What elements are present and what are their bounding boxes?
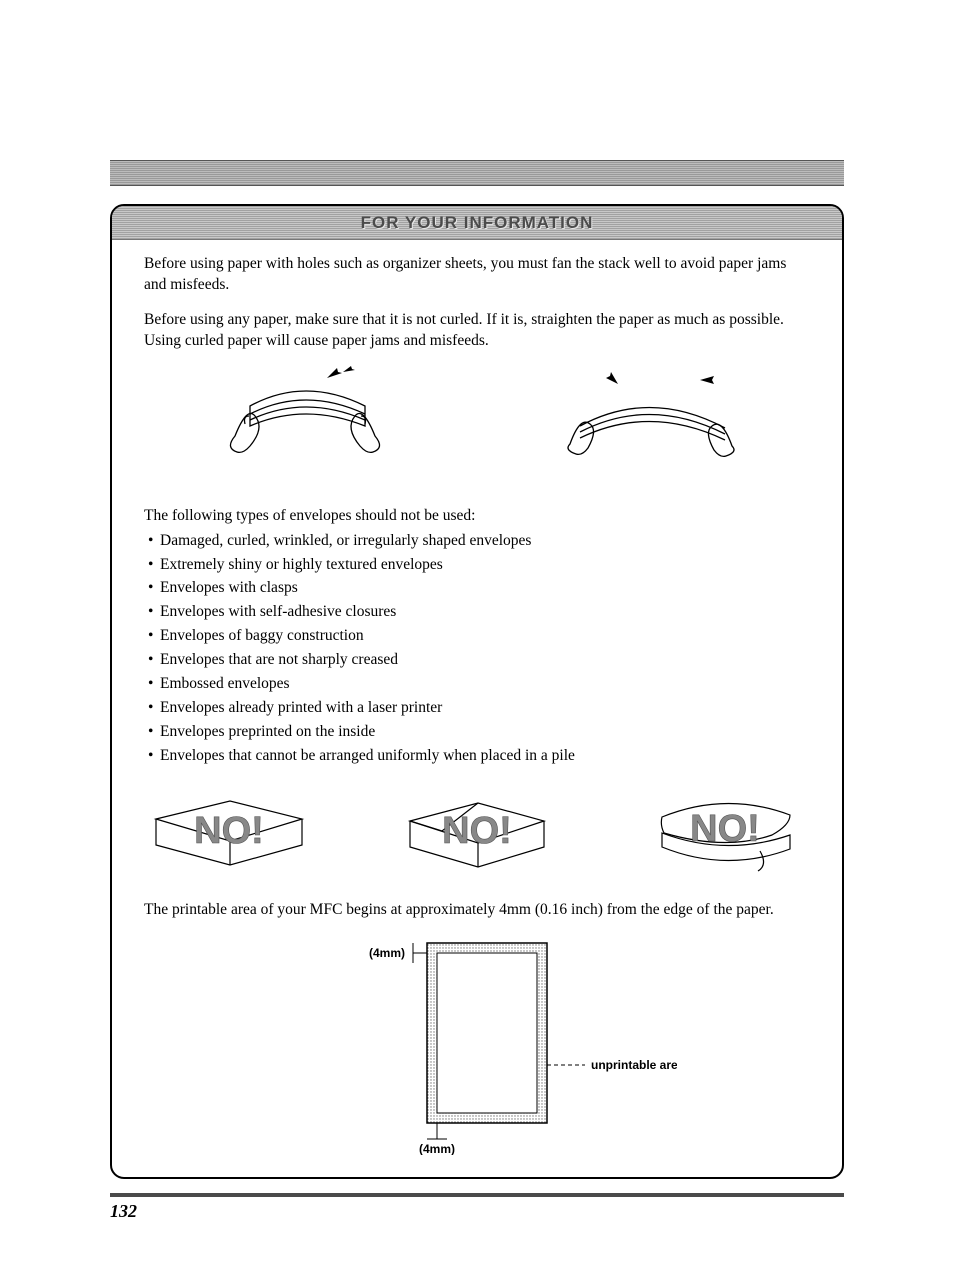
flattening-paper-illustration — [540, 366, 760, 486]
chapter-header-band — [110, 160, 844, 186]
info-box-body: Before using paper with holes such as or… — [112, 240, 842, 1177]
svg-text:(4mm): (4mm) — [419, 1142, 455, 1155]
paragraph-fan-paper: Before using paper with holes such as or… — [144, 254, 810, 296]
list-item: Embossed envelopes — [144, 674, 810, 695]
info-box-header: FOR YOUR INFORMATION — [112, 206, 842, 240]
footer-band — [110, 1193, 844, 1197]
list-item: Extremely shiny or highly textured envel… — [144, 555, 810, 576]
envelope-restriction-list: Damaged, curled, wrinkled, or irregularl… — [144, 531, 810, 767]
list-item: Envelopes with clasps — [144, 578, 810, 599]
envelope-intro: The following types of envelopes should … — [144, 506, 810, 527]
printable-area-intro: The printable area of your MFC begins at… — [144, 900, 810, 921]
svg-text:NO!: NO! — [690, 808, 760, 850]
list-item: Envelopes that cannot be arranged unifor… — [144, 746, 810, 767]
svg-text:unprintable area: unprintable area — [591, 1058, 677, 1072]
no-envelope-flat: NO! — [144, 785, 314, 880]
list-item: Envelopes already printed with a laser p… — [144, 698, 810, 719]
info-box-title: FOR YOUR INFORMATION — [361, 213, 594, 233]
info-box: FOR YOUR INFORMATION Before using paper … — [110, 204, 844, 1179]
list-item: Envelopes with self-adhesive closures — [144, 602, 810, 623]
list-item: Envelopes preprinted on the inside — [144, 722, 810, 743]
fanning-paper-illustration — [195, 366, 415, 486]
no-envelope-open: NO! — [392, 785, 562, 880]
list-item: Envelopes of baggy construction — [144, 626, 810, 647]
paragraph-curl-paper: Before using any paper, make sure that i… — [144, 310, 810, 352]
page-number: 132 — [110, 1201, 844, 1222]
no-envelope-curled: NO! — [640, 785, 810, 880]
printable-area-diagram: (4mm) (4mm) unprintable area — [144, 935, 810, 1155]
paper-handling-illustrations — [144, 366, 810, 486]
list-item: Envelopes that are not sharply creased — [144, 650, 810, 671]
svg-text:(4mm): (4mm) — [369, 946, 405, 960]
envelope-no-illustrations: NO! NO! N — [144, 785, 810, 880]
svg-text:NO!: NO! — [194, 810, 264, 852]
document-page: FOR YOUR INFORMATION Before using paper … — [0, 0, 954, 1282]
svg-text:NO!: NO! — [442, 810, 512, 852]
list-item: Damaged, curled, wrinkled, or irregularl… — [144, 531, 810, 552]
